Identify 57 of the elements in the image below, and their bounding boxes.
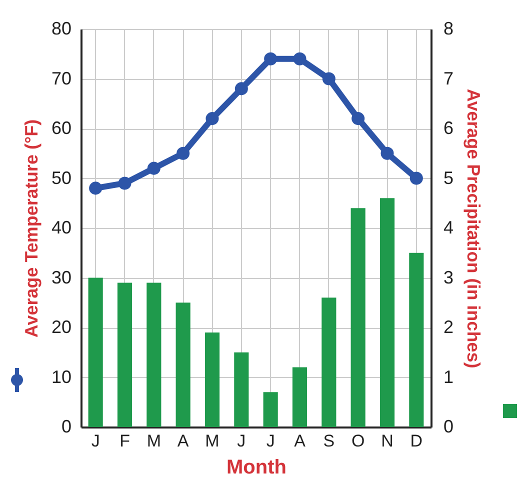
point [89, 182, 102, 195]
y-tick-label: 40 [51, 218, 72, 238]
y2-tick-label: 2 [444, 317, 454, 337]
bar [322, 298, 336, 427]
y-axis-title: Average Temperature (°F) [21, 119, 42, 338]
x-tick-label: M [205, 432, 220, 450]
point [176, 146, 190, 160]
x-tick-label: A [177, 432, 190, 450]
bar [204, 332, 220, 427]
x-tick-label: S [323, 432, 335, 450]
y-tick-label: 10 [51, 366, 72, 387]
bar [234, 352, 249, 427]
point [206, 112, 219, 126]
x-tick-label: N [381, 432, 394, 450]
x-tick-label: J [237, 432, 246, 450]
point [234, 82, 248, 96]
bar [176, 302, 190, 427]
y-tick-label: 30 [51, 267, 72, 288]
bar [292, 367, 308, 427]
y2-tick-label: 5 [444, 168, 454, 188]
y2-tick-label: 1 [444, 366, 454, 387]
x-tick-label: J [91, 432, 100, 450]
y-tick-label: 20 [51, 317, 72, 337]
point [352, 112, 365, 126]
bar [380, 198, 395, 427]
point [380, 146, 394, 160]
point [264, 52, 278, 66]
bar [350, 208, 366, 427]
x-tick-label: F [120, 432, 130, 450]
point [293, 52, 306, 66]
bar [88, 278, 103, 427]
bar [263, 392, 278, 427]
y2-tick-label: 4 [444, 218, 454, 238]
bar [117, 282, 132, 427]
point [322, 72, 336, 86]
y2-tick-label: 8 [444, 18, 454, 38]
y-tick-label: 80 [51, 18, 72, 38]
bar [409, 252, 424, 427]
x-tick-label: O [351, 432, 365, 450]
bar [146, 282, 162, 427]
y-tick-label: 0 [61, 416, 72, 436]
y-tick-label: 70 [51, 68, 72, 88]
x-tick-label: J [266, 432, 275, 450]
x-tick-label: M [146, 432, 162, 450]
y-tick-label: 50 [51, 168, 72, 188]
y-tick-label: 60 [51, 118, 72, 138]
x-tick-label: D [410, 432, 423, 450]
point [410, 172, 423, 185]
y2-axis-title: Average Precipitation (in inches) [464, 88, 484, 368]
point [147, 162, 160, 175]
y2-tick-label: 3 [444, 267, 454, 288]
y2-tick-label: 6 [444, 118, 454, 138]
y2-tick-label: 7 [444, 68, 454, 88]
point [118, 176, 132, 190]
x-tick-label: A [294, 432, 306, 450]
y2-tick-label: 0 [444, 416, 454, 436]
x-axis-title: Month [226, 456, 286, 478]
